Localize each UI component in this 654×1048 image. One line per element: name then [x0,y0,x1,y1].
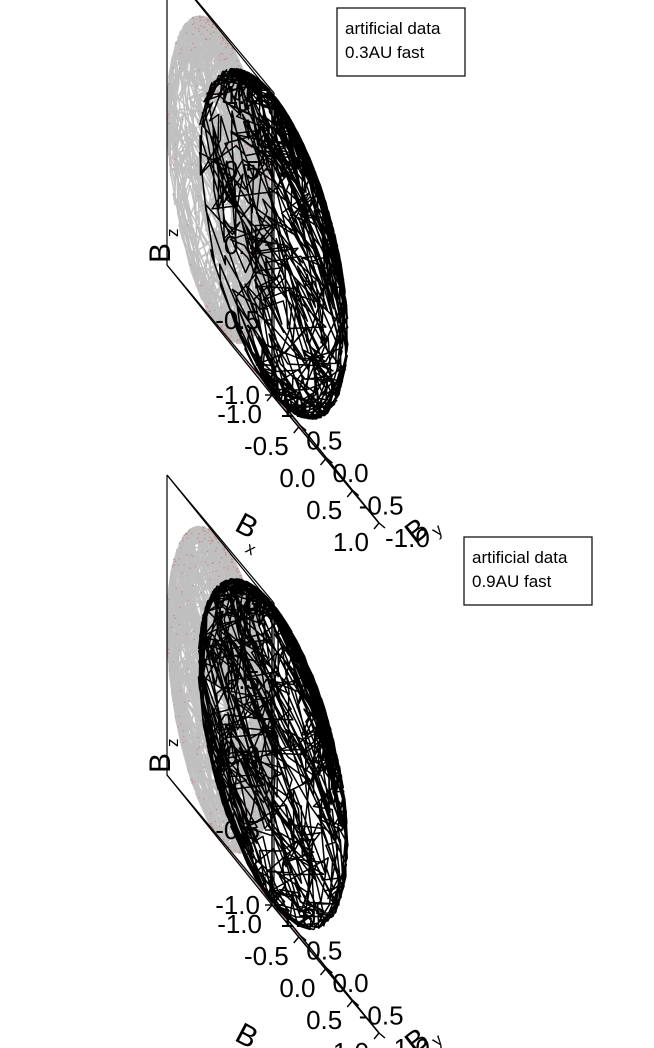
x-tick-mark [293,936,300,944]
legend-line: 0.3AU fast [345,43,425,62]
y-tick-label: 1.0 [280,393,316,423]
frame-edge-6 [195,0,275,94]
y-tick-label: -0.5 [359,491,404,521]
x-tick-label: -0.5 [244,941,289,971]
x-tick-mark [266,394,273,402]
z-tick-label: 1.0 [224,590,260,620]
x-tick-mark [373,522,380,530]
y-tick-label: 0.0 [333,458,369,488]
x-tick-label: -1.0 [217,399,262,429]
x-tick-label: 1.0 [333,527,369,557]
y-tick-mark [299,424,307,432]
x-tick-mark [373,1032,380,1040]
y-tick-mark [326,967,333,974]
z-tick-label: 0.5 [224,665,260,695]
x-axis-title-main: B [230,1017,263,1048]
z-axis-title-main: B [144,753,177,773]
y-tick-label: -1.0 [385,523,430,553]
y-axis-title: By [399,1022,447,1048]
x-tick-label: -1.0 [217,909,262,939]
z-tick-label: -1.0 [215,890,260,920]
z-axis-title: Bz [144,739,182,774]
z-tick-label: 0.5 [224,155,260,185]
frame-edge-4 [166,264,275,394]
y-tick-mark [352,489,360,497]
x-tick-mark [266,904,273,912]
chart-panel-1: -1.0-0.50.00.51.0-1.0-0.50.00.51.0 -1.0-0… [144,0,466,559]
z-tick-label: 1.0 [224,80,260,110]
z-tick-label: 0.0 [224,740,260,770]
y-tick-mark [299,934,307,942]
x-tick-mark [293,426,300,434]
x-tick-label: -0.5 [244,431,289,461]
z-tick-label: 0.0 [224,230,260,260]
legend-line: artificial data [472,548,568,567]
y-tick-label: 1.0 [280,903,316,933]
z-axis-title: Bz [144,229,182,264]
x-tick-label: 0.0 [279,463,315,493]
frame-edge-6 [166,474,275,604]
x-axis-title-main: B [230,507,263,546]
x-axis-title: Bx [230,1017,263,1048]
z-tick-label: -1.0 [215,380,260,410]
z-tick-label: -0.5 [215,305,260,335]
x-tick-mark [319,458,327,466]
y-tick-label: 0.5 [306,426,342,456]
x-tick-mark [319,968,327,976]
y-tick-label: 0.5 [306,936,342,966]
y-tick-mark [326,457,333,464]
field-trajectory [197,577,349,931]
y-tick-label: 0.0 [333,968,369,998]
z-axis-title-sub: z [163,739,182,748]
x-axis-title: Bx [230,507,263,559]
z-tick-label: -0.5 [215,815,260,845]
x-tick-label: 1.0 [333,1037,369,1048]
x-tick-label: 0.5 [306,495,342,525]
legend-line: 0.9AU fast [472,572,552,591]
legend-box [336,7,466,77]
chart-panel-2: -1.0-0.50.00.51.0-1.0-0.50.00.51.0-1.0-0… [144,474,593,1048]
z-axis-title-main: B [144,243,177,263]
y-tick-mark [273,902,281,909]
legend-line: artificial data [345,19,441,38]
y-tick-mark [352,999,360,1007]
x-tick-label: 0.0 [279,973,315,1003]
z-axis-title-sub: z [163,229,182,238]
x-tick-mark [346,1000,353,1008]
legend-box [463,536,593,606]
y-tick-mark [378,522,386,529]
y-tick-label: -1.0 [385,1033,430,1048]
x-tick-label: 0.5 [306,1005,342,1035]
x-tick-mark [346,490,353,498]
y-tick-mark [273,392,281,399]
y-tick-mark [378,1032,386,1039]
frame-edge-4 [166,774,275,904]
frame-edge-1 [194,0,273,96]
y-tick-label: -0.5 [359,1001,404,1031]
